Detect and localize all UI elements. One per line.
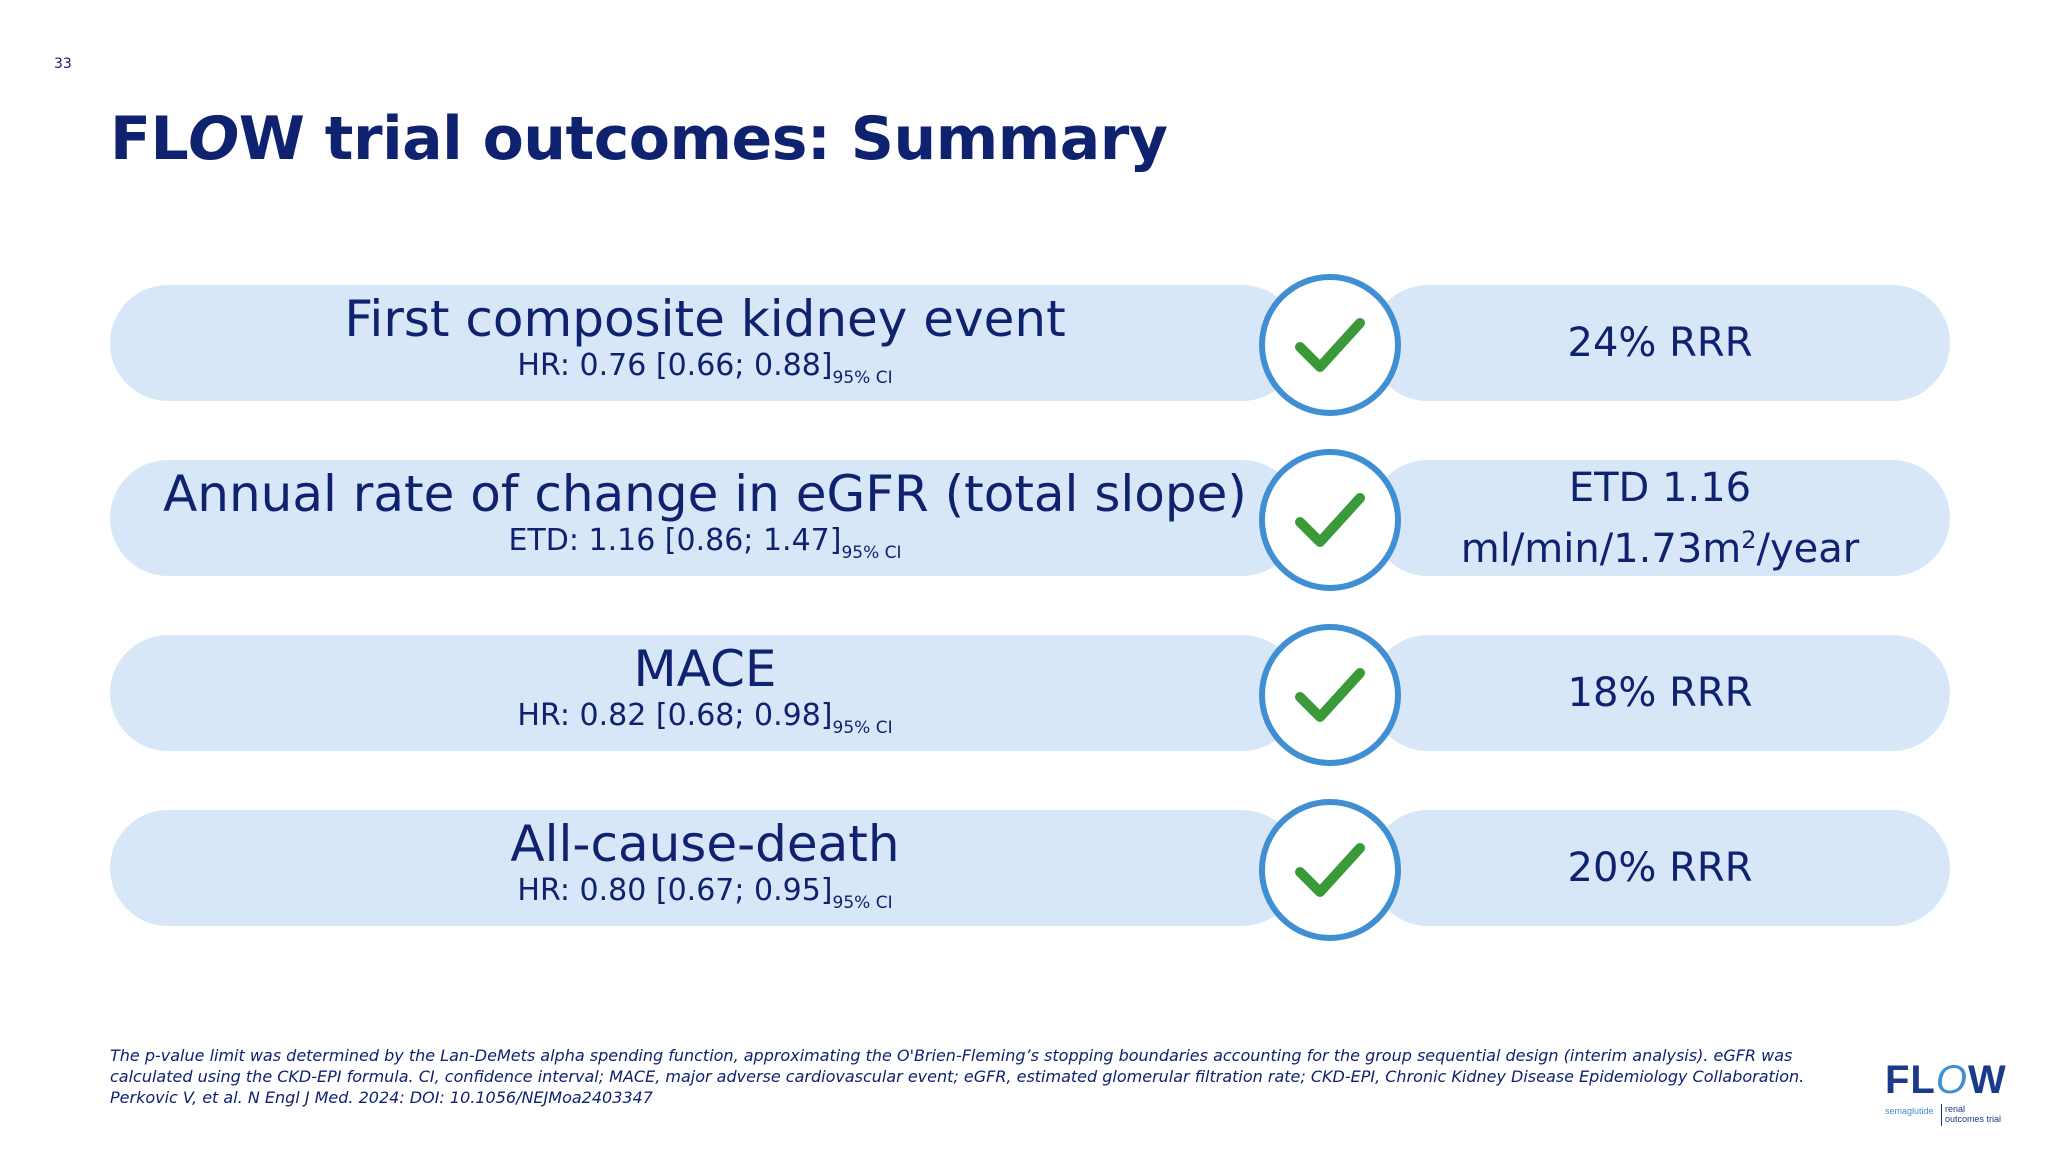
check-circle <box>1259 449 1401 591</box>
outcome-stat: HR: 0.80 [0.67; 0.95]95% CI <box>517 873 892 921</box>
outcome-stat: ETD: 1.16 [0.86; 1.47]95% CI <box>508 523 901 571</box>
result-line-1: 20% RRR <box>1567 845 1753 891</box>
outcome-pill <box>110 810 1300 926</box>
result-unit: ml/min/1.73m <box>1460 525 1742 572</box>
logo-subtitle-left: semaglutide <box>1885 1106 1934 1116</box>
checkmark-icon <box>1295 318 1365 372</box>
check-circle <box>1259 799 1401 941</box>
outcome-pill <box>110 635 1300 751</box>
logo-wordmark: FLOW <box>1885 1058 2007 1103</box>
result-line-1: 24% RRR <box>1567 320 1753 366</box>
result-text: ETD 1.16 ml/min/1.73m2/year <box>1461 462 1860 575</box>
logo-divider <box>1941 1104 1942 1126</box>
ci-label: 95% CI <box>841 543 902 563</box>
title-part-2: O <box>188 104 239 174</box>
outcome-pill <box>110 460 1300 576</box>
outcome-text: All-cause-death HR: 0.80 [0.67; 0.95]95%… <box>110 810 1300 926</box>
stat-value: HR: 0.76 [0.66; 0.88] <box>517 348 833 383</box>
result-text: 18% RRR <box>1568 667 1753 719</box>
outcome-pill <box>110 285 1300 401</box>
logo-fl: FL <box>1885 1058 1936 1102</box>
result-line-1: ETD 1.16 <box>1568 464 1752 511</box>
page-title: FLOW trial outcomes: Summary <box>110 104 1168 174</box>
result-suffix: /year <box>1756 525 1860 572</box>
checkmark-icon <box>1295 843 1365 897</box>
slide-number: 33 <box>54 56 72 72</box>
result-sup: 2 <box>1741 525 1757 554</box>
result-line-1: 18% RRR <box>1567 670 1753 716</box>
result-line-2: ml/min/1.73m2/year <box>1461 514 1860 575</box>
result-pill: 18% RRR <box>1370 635 1950 751</box>
check-circle <box>1259 274 1401 416</box>
outcome-title: MACE <box>633 640 777 698</box>
outcome-text: MACE HR: 0.82 [0.68; 0.98]95% CI <box>110 635 1300 751</box>
stat-value: HR: 0.82 [0.68; 0.98] <box>517 698 833 733</box>
checkmark-icon <box>1295 493 1365 547</box>
outcome-row-death: All-cause-death HR: 0.80 [0.67; 0.95]95%… <box>0 795 2048 941</box>
stat-value: ETD: 1.16 [0.86; 1.47] <box>508 523 842 558</box>
logo-subtitle-right: renal outcomes trial <box>1945 1104 2001 1124</box>
result-text: 20% RRR <box>1568 842 1753 894</box>
flow-logo: FLOW semaglutide renal outcomes trial <box>1885 1058 2015 1128</box>
ci-label: 95% CI <box>832 368 893 388</box>
title-part-3: W trial outcomes: Summary <box>238 104 1168 174</box>
outcome-text: Annual rate of change in eGFR (total slo… <box>110 460 1300 576</box>
ci-label: 95% CI <box>832 893 893 913</box>
result-pill: ETD 1.16 ml/min/1.73m2/year <box>1370 460 1950 576</box>
outcome-row-mace: MACE HR: 0.82 [0.68; 0.98]95% CI 18% RRR <box>0 620 2048 766</box>
ci-label: 95% CI <box>832 718 893 738</box>
outcome-stat: HR: 0.76 [0.66; 0.88]95% CI <box>517 348 892 396</box>
check-circle <box>1259 624 1401 766</box>
outcome-row-egfr: Annual rate of change in eGFR (total slo… <box>0 445 2048 591</box>
stat-value: HR: 0.80 [0.67; 0.95] <box>517 873 833 908</box>
logo-sub-line-1: renal <box>1945 1104 1966 1114</box>
checkmark-icon <box>1295 668 1365 722</box>
title-part-1: FL <box>110 104 189 174</box>
result-pill: 24% RRR <box>1370 285 1950 401</box>
footnote: The p-value limit was determined by the … <box>110 1046 1805 1107</box>
result-pill: 20% RRR <box>1370 810 1950 926</box>
logo-o: O <box>1935 1058 1968 1102</box>
outcome-title: First composite kidney event <box>344 290 1066 348</box>
outcome-title: Annual rate of change in eGFR (total slo… <box>163 465 1247 523</box>
logo-w: W <box>1968 1058 2007 1102</box>
outcome-text: First composite kidney event HR: 0.76 [0… <box>110 285 1300 401</box>
outcome-row-kidney: First composite kidney event HR: 0.76 [0… <box>0 270 2048 416</box>
logo-sub-line-2: outcomes trial <box>1945 1114 2002 1124</box>
outcome-stat: HR: 0.82 [0.68; 0.98]95% CI <box>517 698 892 746</box>
outcome-title: All-cause-death <box>510 815 900 873</box>
result-text: 24% RRR <box>1568 317 1753 369</box>
